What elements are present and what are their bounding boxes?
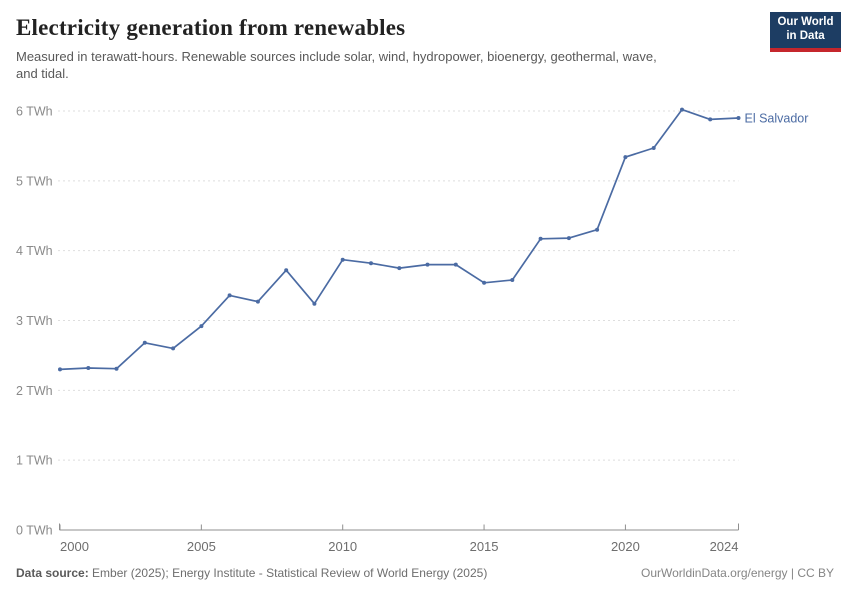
data-point-marker — [453, 262, 458, 267]
x-axis-tick-label: 2020 — [611, 539, 640, 554]
data-point-marker — [482, 280, 487, 285]
owid-logo[interactable]: Our World in Data — [770, 12, 841, 52]
data-point-marker — [171, 346, 176, 351]
chart-subtitle: Measured in terawatt-hours. Renewable so… — [16, 49, 657, 82]
data-point-marker — [312, 301, 317, 306]
data-point-marker — [595, 227, 600, 232]
data-source-text: Ember (2025); Energy Institute - Statist… — [92, 566, 488, 580]
data-point-marker — [651, 146, 656, 150]
y-axis-tick-label: 4 TWh — [16, 244, 53, 258]
y-axis-tick-label: 3 TWh — [16, 314, 53, 328]
x-axis-tick-label: 2005 — [187, 539, 216, 554]
data-point-marker — [736, 116, 741, 120]
x-axis-tick-label: 2000 — [60, 539, 89, 554]
series-line — [59, 108, 740, 371]
data-point-marker — [58, 367, 62, 372]
data-point-marker — [284, 268, 289, 273]
chart-header: Electricity generation from renewables M… — [0, 0, 850, 83]
owid-logo-line1: Our World — [777, 16, 834, 29]
x-axis-tick-label: 2010 — [328, 539, 357, 554]
data-source-note: Data source: Ember (2025); Energy Instit… — [16, 566, 487, 580]
data-point-marker — [227, 293, 232, 298]
y-axis-tick-label: 5 TWh — [16, 174, 53, 188]
data-point-marker — [86, 366, 91, 370]
x-axis-tick-label: 2015 — [470, 539, 499, 554]
data-point-marker — [510, 278, 515, 282]
footer-credit-link[interactable]: OurWorldinData.org/energy | CC BY — [641, 566, 834, 580]
data-point-marker — [255, 299, 260, 304]
owid-logo-line2: in Data — [786, 30, 825, 42]
data-point-marker — [680, 107, 684, 112]
data-point-marker — [142, 340, 147, 345]
data-source-label: Data source: — [16, 566, 89, 580]
y-axis-tick-label: 0 TWh — [16, 524, 53, 538]
data-point-marker — [397, 266, 402, 271]
data-point-marker — [566, 236, 571, 241]
y-axis-tick-label: 1 TWh — [16, 454, 53, 468]
data-point-marker — [538, 236, 543, 241]
data-point-marker — [340, 257, 345, 262]
data-point-marker — [425, 262, 430, 267]
x-axis-tick-label: 2024 — [710, 539, 739, 554]
data-point-marker — [369, 261, 373, 266]
y-axis-tick-label: 2 TWh — [16, 384, 53, 398]
data-point-marker — [114, 366, 119, 371]
y-axis-tick-label: 6 TWh — [16, 105, 53, 119]
data-point-marker — [199, 324, 204, 329]
data-point-marker — [708, 117, 713, 122]
chart-footer: Data source: Ember (2025); Energy Instit… — [16, 566, 834, 580]
data-point-marker — [623, 155, 628, 160]
chart-title: Electricity generation from renewables — [16, 15, 406, 40]
series-entity-label: El Salvador — [745, 111, 809, 125]
